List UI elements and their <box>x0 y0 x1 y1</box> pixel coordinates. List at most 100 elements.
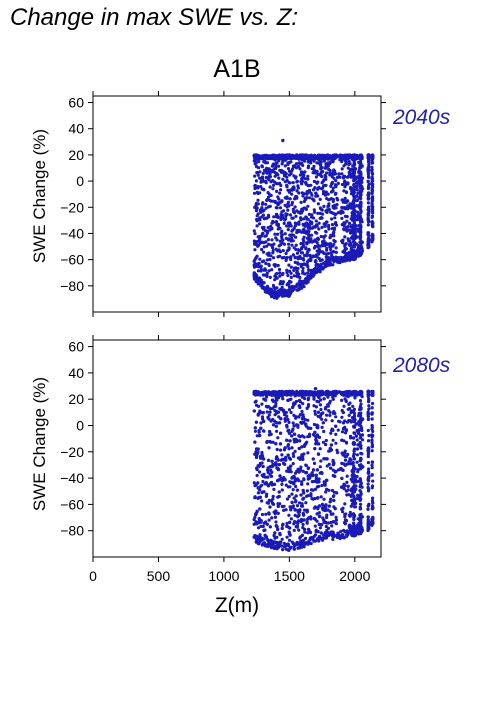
scatter-point <box>370 504 375 508</box>
scatter-point <box>291 216 295 220</box>
scatter-point <box>277 267 282 272</box>
scatter-point <box>275 223 279 227</box>
scatter-point <box>305 196 309 200</box>
scatter-point <box>287 513 291 517</box>
scatter-point <box>261 285 265 289</box>
scatter-point <box>313 260 317 264</box>
scatter-point <box>332 234 336 238</box>
scatter-point <box>342 206 347 210</box>
scatter-point <box>306 466 311 470</box>
scatter-point <box>348 161 352 166</box>
scatter-point <box>312 208 316 212</box>
scatter-point <box>313 169 317 173</box>
scatter-point <box>299 218 303 222</box>
scatter-point <box>292 547 296 551</box>
scatter-point <box>334 432 338 436</box>
scatter-point <box>301 173 305 177</box>
scatter-point <box>340 398 344 402</box>
scatter-point <box>301 488 305 493</box>
scatter-point <box>279 188 283 192</box>
scatter-point <box>271 183 276 187</box>
scatter-point <box>332 238 336 243</box>
scatter-point <box>279 217 283 222</box>
scatter-point <box>281 271 285 276</box>
scatter-point <box>371 199 375 203</box>
scatter-point <box>307 222 312 226</box>
scatter-point <box>268 410 272 414</box>
scatter-point <box>306 191 310 195</box>
scatter-point <box>327 462 331 466</box>
scatter-point <box>277 176 281 180</box>
scatter-point <box>286 156 290 160</box>
scatter-point <box>366 201 370 205</box>
scatter-point <box>341 421 346 425</box>
scatter-point <box>305 406 309 410</box>
scatter-point <box>331 512 335 516</box>
scatter-point <box>370 473 374 477</box>
scatter-point <box>370 155 374 159</box>
scatter-point <box>302 244 306 248</box>
scatter-point <box>286 466 290 470</box>
scatter-point <box>340 415 344 419</box>
scatter-point <box>336 390 340 394</box>
period-label-2040s: 2040s <box>393 106 451 129</box>
scatter-point <box>345 480 349 484</box>
scatter-point <box>318 211 322 215</box>
scatter-point <box>355 198 359 202</box>
scatter-point <box>291 488 295 492</box>
scatter-point <box>352 198 356 203</box>
scatter-point <box>358 166 362 170</box>
scatter-point <box>327 227 331 231</box>
scatter-point <box>352 442 357 446</box>
scatter-point <box>313 447 317 451</box>
scatter-point <box>299 200 303 204</box>
scatter-point <box>305 156 309 160</box>
scatter-point <box>306 217 310 221</box>
scatter-point <box>257 281 262 286</box>
scatter-point <box>347 407 352 411</box>
scatter-point <box>285 535 289 539</box>
scatter-point <box>333 216 337 220</box>
scatter-point <box>286 200 290 204</box>
scatter-point <box>326 192 330 196</box>
scatter-point <box>274 520 278 524</box>
scatter-point <box>347 413 351 417</box>
scatter-point <box>283 232 287 236</box>
scatter-point <box>293 449 297 453</box>
scatter-point <box>256 186 260 190</box>
scatter-point <box>317 480 321 484</box>
scatter-point <box>253 162 257 166</box>
scatter-point <box>259 456 263 460</box>
scatter-point <box>319 167 323 171</box>
scatter-point <box>348 206 352 210</box>
scatter-point <box>346 166 350 170</box>
scatter-point <box>253 174 257 178</box>
y-tick-label: 20 <box>68 147 84 163</box>
scatter-point <box>322 497 326 501</box>
scatter-point <box>331 537 335 542</box>
scatter-point <box>358 245 363 249</box>
scatter-point <box>276 467 280 471</box>
scatter-point <box>301 257 305 261</box>
scatter-point <box>320 483 324 488</box>
scatter-point <box>306 451 310 455</box>
scatter-point <box>359 200 363 204</box>
scatter-point <box>320 240 325 244</box>
scatter-point <box>302 253 307 258</box>
scatter-point <box>281 548 285 552</box>
scatter-point <box>325 171 329 175</box>
scatter-point <box>355 453 359 457</box>
scatter-point <box>312 461 317 465</box>
scatter-point <box>286 228 290 232</box>
scatter-point <box>348 514 352 518</box>
scatter-point <box>315 187 320 191</box>
scatter-point <box>268 525 272 529</box>
scatter-point <box>302 279 306 283</box>
scatter-point <box>348 202 352 206</box>
scatter-point <box>298 469 302 473</box>
scatter-point <box>302 478 306 482</box>
scatter-point <box>260 234 264 238</box>
scatter-point <box>284 251 288 256</box>
scatter-point <box>271 220 275 224</box>
scatter-point <box>256 265 261 269</box>
